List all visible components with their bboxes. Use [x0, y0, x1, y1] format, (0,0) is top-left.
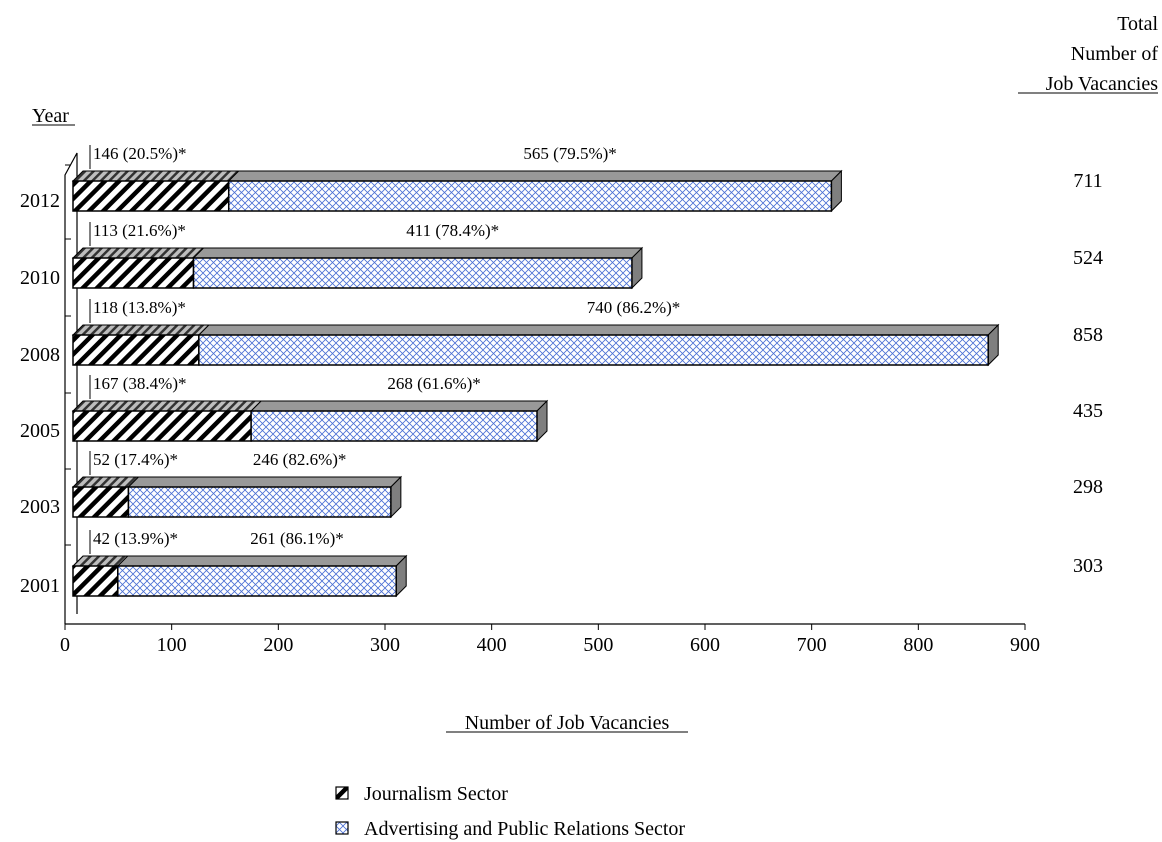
data-label-journalism: 52 (17.4%)*: [93, 450, 178, 469]
bar-top-advertising: [116, 555, 408, 567]
legend-swatch-advertising: [335, 821, 349, 835]
legend-label-journalism: Journalism Sector: [364, 783, 508, 805]
titles: Year Total Number of Job Vacancies Numbe…: [32, 13, 1158, 734]
data-label-advertising: 268 (61.6%)*: [387, 374, 480, 393]
y-category-label: 2010: [20, 267, 60, 289]
legend-label-advertising: Advertising and Public Relations Sector: [364, 818, 685, 840]
data-label-advertising: 246 (82.6%)*: [253, 450, 346, 469]
totals-heading-line-2: Number of: [1071, 43, 1159, 65]
data-label-advertising: 261 (86.1%)*: [250, 529, 343, 548]
x-tick-label: 400: [477, 634, 507, 656]
bars: [71, 169, 1000, 598]
y-category-label: 2008: [20, 344, 60, 366]
x-tick-label: 100: [157, 634, 187, 656]
y-category-label: 2012: [20, 190, 60, 212]
total-value: 435: [1073, 400, 1103, 422]
y-category-label: 2005: [20, 420, 60, 442]
data-label-advertising: 740 (86.2%)*: [587, 298, 680, 317]
total-value: 711: [1073, 170, 1102, 192]
y-category-label: 2001: [20, 575, 60, 597]
x-tick-label: 0: [60, 634, 70, 656]
bar-advertising: [227, 180, 833, 212]
bar-journalism: [72, 180, 230, 212]
bar-advertising: [127, 486, 392, 518]
data-label-journalism: 146 (20.5%)*: [93, 144, 186, 163]
bar-top-journalism: [71, 476, 140, 488]
bar-advertising: [250, 410, 538, 442]
x-tick-label: 800: [903, 634, 933, 656]
bar-advertising: [117, 565, 397, 597]
bar-journalism: [72, 486, 130, 518]
data-label-journalism: 42 (13.9%)*: [93, 529, 178, 548]
totals-heading-line-3: Job Vacancies: [1046, 73, 1159, 95]
data-label-advertising: 565 (79.5%)*: [523, 144, 616, 163]
axes: 0 100 200 300 400 500 600 700 800 900: [60, 152, 1040, 656]
bar-advertising: [198, 334, 989, 366]
x-tick-label: 900: [1010, 634, 1040, 656]
data-label-advertising: 411 (78.4%)*: [406, 221, 499, 240]
bar-top-advertising: [197, 324, 1000, 336]
x-tick-label: 200: [263, 634, 293, 656]
bar-top-journalism: [71, 247, 205, 259]
x-tick-label: 700: [797, 634, 827, 656]
bar-journalism: [72, 410, 252, 442]
bar-top-advertising: [227, 170, 843, 182]
x-tick-label: 500: [583, 634, 613, 656]
bar-top-advertising: [192, 247, 644, 259]
bar-top-advertising: [249, 400, 549, 412]
bar-journalism: [72, 565, 119, 597]
total-value: 298: [1073, 476, 1103, 498]
x-tick-label: 600: [690, 634, 720, 656]
bar-journalism: [72, 334, 200, 366]
data-label-journalism: 118 (13.8%)*: [93, 298, 186, 317]
legend-item-journalism: Journalism Sector: [335, 783, 508, 805]
data-label-journalism: 167 (38.4%)*: [93, 374, 186, 393]
bar-top-journalism: [71, 170, 240, 182]
bar-top-advertising: [127, 476, 403, 488]
y-category-label: 2003: [20, 496, 60, 518]
x-tick-label: 300: [370, 634, 400, 656]
total-value: 524: [1073, 247, 1103, 269]
data-labels: 2012 146 (20.5%)* 565 (79.5%)* 711 2010 113 (…: [20, 144, 1103, 597]
legend: Journalism Sector Advertising and Public…: [335, 783, 685, 840]
total-value: 303: [1073, 555, 1103, 577]
data-label-journalism: 113 (21.6%)*: [93, 221, 186, 240]
bar-journalism: [72, 257, 195, 289]
total-value: 858: [1073, 324, 1103, 346]
bar-advertising: [192, 257, 633, 289]
bar-top-journalism: [71, 400, 263, 412]
bar-top-journalism: [71, 324, 211, 336]
legend-swatch-journalism: [335, 786, 349, 800]
axis-wall: [64, 152, 78, 624]
totals-heading-line-1: Total: [1117, 13, 1158, 35]
legend-item-advertising: Advertising and Public Relations Sector: [335, 818, 685, 840]
x-axis-title: Number of Job Vacancies: [465, 712, 670, 734]
y-axis-title: Year: [32, 105, 69, 127]
